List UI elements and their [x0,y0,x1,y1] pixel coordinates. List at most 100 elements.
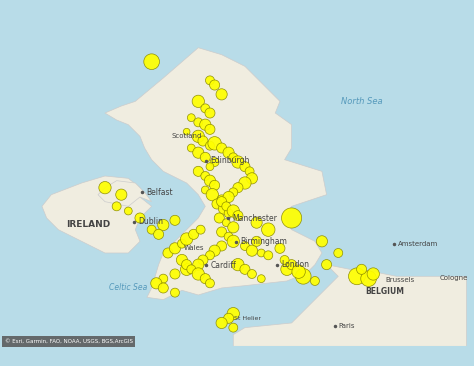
Polygon shape [42,176,152,253]
Circle shape [239,177,251,189]
Circle shape [367,268,379,280]
Circle shape [224,313,234,323]
Circle shape [229,153,238,162]
Circle shape [224,232,233,241]
Circle shape [217,195,226,204]
Circle shape [193,147,204,158]
Circle shape [232,258,244,271]
Circle shape [212,199,222,209]
Circle shape [280,255,289,265]
Circle shape [192,130,204,142]
Circle shape [158,283,168,293]
Circle shape [192,268,204,280]
Circle shape [201,186,209,194]
Circle shape [204,175,216,186]
Circle shape [310,276,319,285]
Polygon shape [98,181,152,206]
Circle shape [176,254,188,266]
Circle shape [287,259,297,270]
Circle shape [182,259,191,270]
Circle shape [200,152,210,163]
Circle shape [217,227,227,237]
Circle shape [170,269,180,279]
Circle shape [205,141,214,150]
Circle shape [192,95,204,108]
Text: Edinburgh: Edinburgh [210,156,250,165]
Circle shape [206,188,219,201]
Circle shape [264,251,273,260]
Circle shape [227,307,239,320]
Circle shape [116,189,127,200]
Circle shape [151,278,162,289]
Circle shape [361,271,376,287]
Circle shape [217,197,227,207]
Circle shape [198,255,208,265]
Circle shape [124,207,132,215]
Circle shape [193,259,204,270]
Circle shape [257,275,265,283]
Circle shape [181,233,193,245]
Circle shape [183,128,190,135]
Circle shape [169,243,181,254]
Circle shape [189,229,199,239]
Circle shape [112,202,121,211]
Circle shape [217,241,227,251]
Circle shape [205,108,215,118]
Circle shape [228,222,239,233]
Circle shape [321,259,332,270]
Circle shape [210,180,219,190]
Circle shape [229,188,238,197]
Circle shape [163,248,173,258]
Circle shape [205,279,214,288]
Text: IRELAND: IRELAND [66,220,111,229]
Circle shape [99,182,111,194]
Circle shape [246,245,257,256]
Polygon shape [233,265,466,346]
Text: Amsterdam: Amsterdam [398,241,438,247]
Circle shape [205,251,214,260]
Circle shape [205,76,214,85]
Circle shape [282,208,301,228]
Circle shape [187,265,196,274]
Circle shape [171,288,180,297]
Circle shape [348,268,365,285]
Circle shape [217,143,227,153]
Circle shape [281,263,293,276]
Circle shape [144,54,159,70]
Circle shape [219,203,229,214]
Text: Birmingham: Birmingham [240,237,287,246]
Text: BELGIUM: BELGIUM [365,287,404,296]
Circle shape [194,118,203,127]
Circle shape [200,274,210,284]
Circle shape [181,263,193,276]
Circle shape [216,317,227,329]
Circle shape [214,213,224,223]
Circle shape [206,163,214,171]
Circle shape [193,166,203,176]
Circle shape [222,219,230,227]
Circle shape [229,323,238,332]
Circle shape [334,249,343,257]
Circle shape [198,136,208,146]
Circle shape [275,243,285,253]
Circle shape [227,205,239,217]
Circle shape [216,89,227,100]
Circle shape [223,147,234,158]
Circle shape [240,242,249,250]
Circle shape [154,229,164,239]
Text: Manchester: Manchester [232,214,277,223]
Text: © Esri, Garmin, FAO, NOAA, USGS, BGS,ArcGIS: © Esri, Garmin, FAO, NOAA, USGS, BGS,Arc… [5,339,133,344]
Text: Cardiff: Cardiff [210,261,236,270]
Circle shape [262,223,275,236]
Circle shape [147,225,156,234]
Circle shape [208,137,221,150]
Circle shape [245,167,254,176]
Circle shape [257,249,265,257]
Circle shape [210,157,219,167]
Text: Brussels: Brussels [385,277,414,283]
Polygon shape [105,48,327,300]
Circle shape [209,245,220,256]
Circle shape [187,144,195,152]
Text: Paris: Paris [338,324,355,329]
Circle shape [201,104,210,113]
